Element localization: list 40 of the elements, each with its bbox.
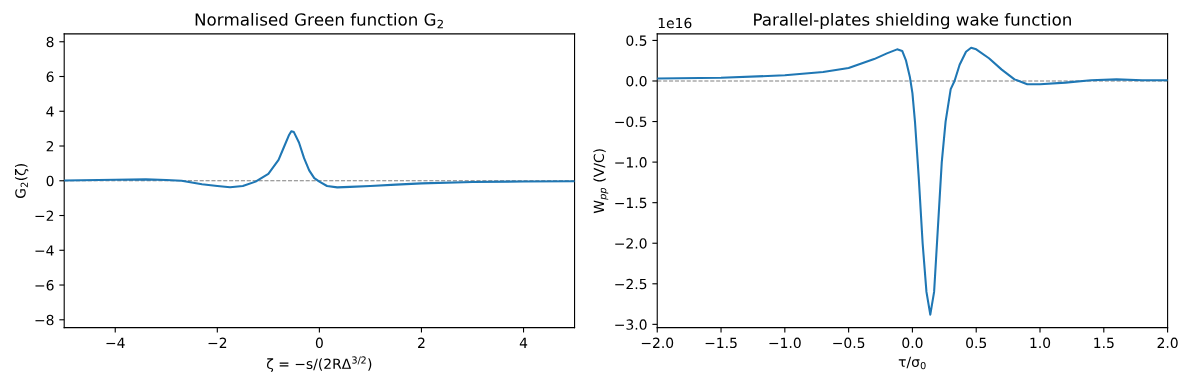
y-tick-label: 4	[46, 106, 54, 117]
y-tick-label: −1.5	[615, 197, 647, 209]
y-tick-label: −2.5	[615, 278, 647, 290]
y-tick-label: −2	[35, 210, 54, 221]
x-axis-title: τ/σ$_{0}$	[898, 356, 926, 370]
y-axis-title: G$_{2}$(ζ)	[14, 164, 29, 198]
x-tick-label: 0.0	[902, 337, 923, 349]
x-axis-title: ζ = −s/(2RΔ$^{3/2}$)	[266, 356, 372, 372]
y-tick-label: 0.0	[626, 75, 647, 87]
y-tick-label: −0.5	[615, 116, 647, 128]
y-tick-label: −6	[35, 280, 54, 291]
x-tick-label: 0.5	[966, 337, 987, 349]
y-tick-label: −3.0	[615, 319, 647, 330]
x-tick-label: 1.5	[1094, 337, 1114, 349]
line-series	[657, 46, 1168, 316]
text: 1e16	[658, 17, 692, 29]
y-tick-label: 2	[46, 140, 54, 152]
chart-title: Parallel-plates shielding wake function	[754, 12, 1071, 30]
x-tick-label: −0.5	[833, 337, 865, 349]
x-tick-label: −2.0	[641, 337, 674, 349]
y-tick-label: −4	[35, 245, 54, 256]
line-series	[64, 130, 575, 189]
y-tick-label: −2.0	[615, 238, 647, 249]
chart-title: Normalised Green function G$_{2}$	[195, 12, 443, 29]
x-tick-label: −2	[208, 337, 227, 348]
x-tick-label: −1.5	[705, 337, 737, 349]
y-tick-label: 0	[46, 175, 54, 187]
x-tick-label: 2	[418, 337, 425, 348]
y-tick-label: −8	[35, 314, 54, 326]
y-axis-title: W$_{pp}$ (V/C)	[593, 149, 609, 214]
y-tick-label: −1.0	[615, 157, 647, 168]
x-tick-label: 0	[315, 337, 323, 349]
x-tick-label: 1.0	[1030, 337, 1051, 349]
x-tick-label: 4	[519, 337, 528, 348]
y-tick-label: 0.5	[626, 35, 647, 46]
x-tick-label: −1.0	[769, 337, 801, 349]
y-tick-label: 6	[46, 71, 54, 82]
x-tick-label: 2.0	[1157, 337, 1178, 349]
x-tick-label: −4	[106, 337, 125, 348]
y-tick-label: 8	[46, 36, 54, 48]
